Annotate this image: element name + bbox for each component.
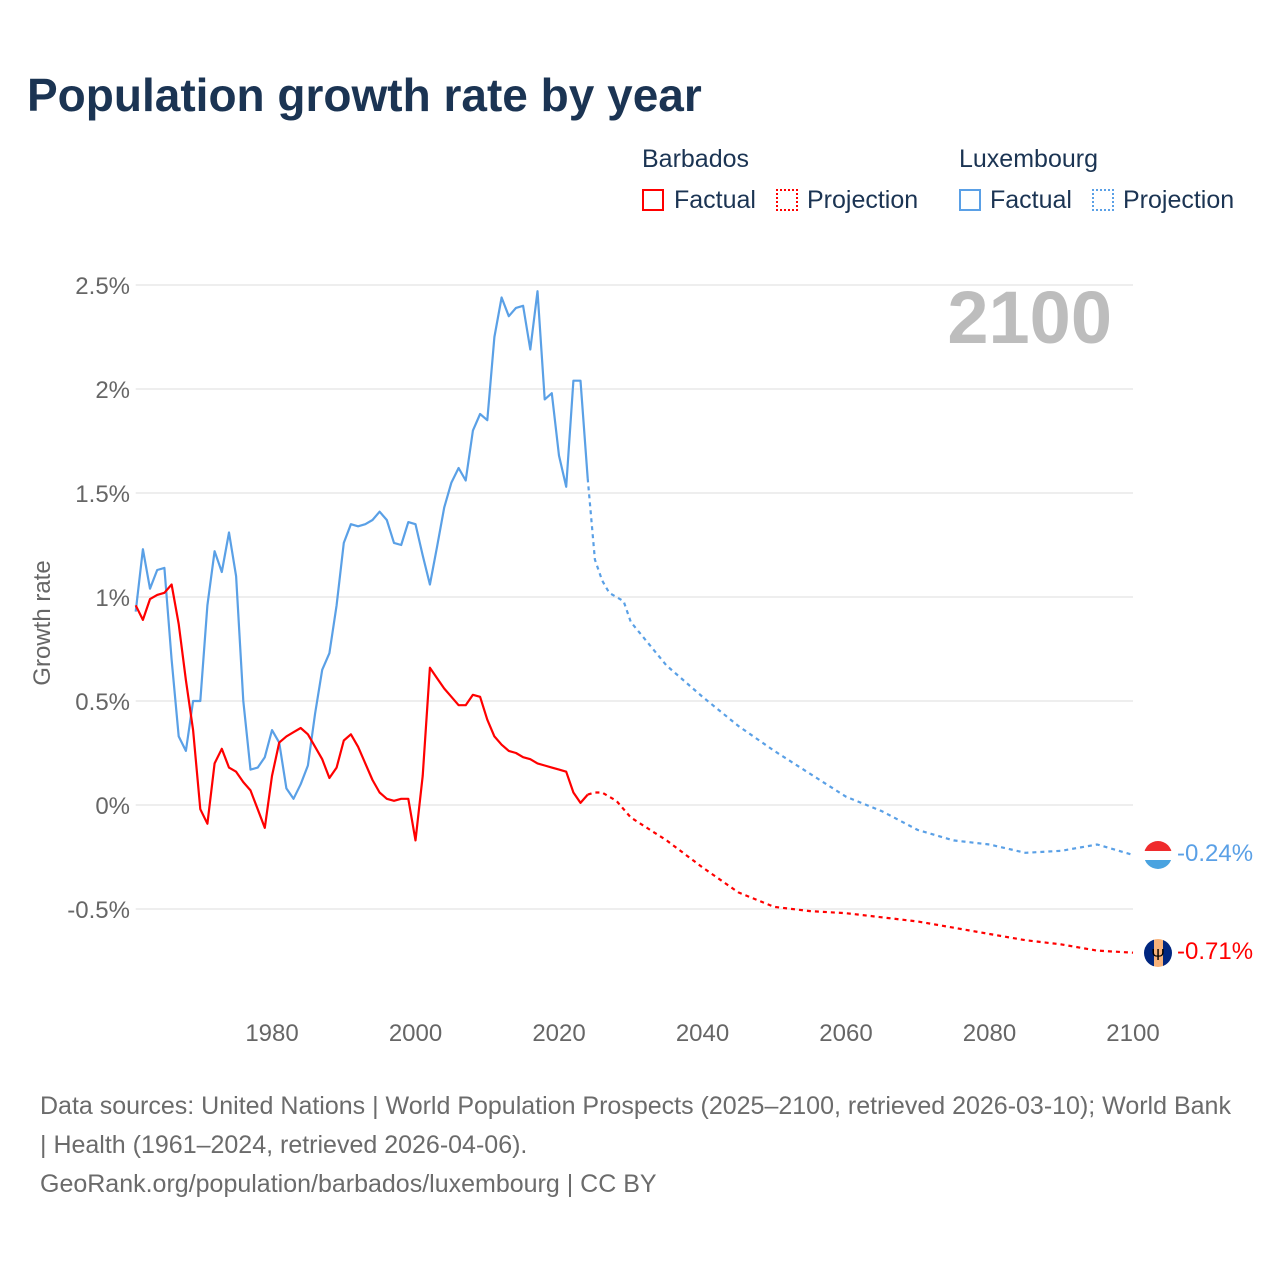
series-line-luxembourg-factual [134,290,589,800]
series-line-barbados-factual [134,583,589,842]
data-sources: Data sources: United Nations | World Pop… [40,1092,1231,1159]
legend-swatch-barbados-factual[interactable] [642,189,664,211]
legend-label-barbados-factual[interactable]: Factual [674,186,756,214]
y-axis-label: Growth rate [29,560,56,685]
page-title: Population growth rate by year [27,69,702,121]
svg-text:Ψ: Ψ [1151,947,1164,964]
source-url[interactable]: GeoRank.org/population/barbados/luxembou… [40,1170,657,1198]
y-tick-label: -0.5% [67,897,130,924]
y-tick-label: 1% [95,585,130,612]
series-line-barbados-projection [587,791,1134,954]
x-tick-label: 1980 [245,1020,298,1047]
y-tick-label: 2% [95,377,130,404]
end-label-luxembourg: -0.24% [1177,840,1253,867]
x-tick-label: 2060 [819,1020,872,1047]
legend-label-luxembourg-factual[interactable]: Factual [990,186,1072,214]
legend-label-barbados-projection[interactable]: Projection [807,186,919,214]
footer: Data sources: United Nations | World Pop… [40,1087,1240,1204]
x-tick-label: 2080 [963,1020,1016,1047]
barbados-flag-icon: Ψ [1144,939,1172,967]
x-tick-label: 2020 [532,1020,585,1047]
end-label-barbados: -0.71% [1177,938,1253,965]
y-tick-label: 1.5% [75,481,130,508]
series-line-luxembourg-projection [586,478,1134,856]
x-tick-label: 2000 [389,1020,442,1047]
legend-swatch-luxembourg-factual[interactable] [959,189,981,211]
legend-swatch-luxembourg-projection[interactable] [1092,189,1114,211]
x-tick-label: 2100 [1106,1020,1159,1047]
luxembourg-flag-icon [1144,841,1172,869]
legend-group-barbados: Barbados [642,145,750,173]
y-tick-label: 2.5% [75,273,130,300]
legend-group-luxembourg: Luxembourg [959,145,1098,173]
x-tick-label: 2040 [676,1020,729,1047]
y-tick-label: 0.5% [75,689,130,716]
y-tick-label: 0% [95,793,130,820]
year-display: 2100 [947,276,1112,359]
legend-swatch-barbados-projection[interactable] [776,189,798,211]
legend-label-luxembourg-projection[interactable]: Projection [1123,186,1235,214]
